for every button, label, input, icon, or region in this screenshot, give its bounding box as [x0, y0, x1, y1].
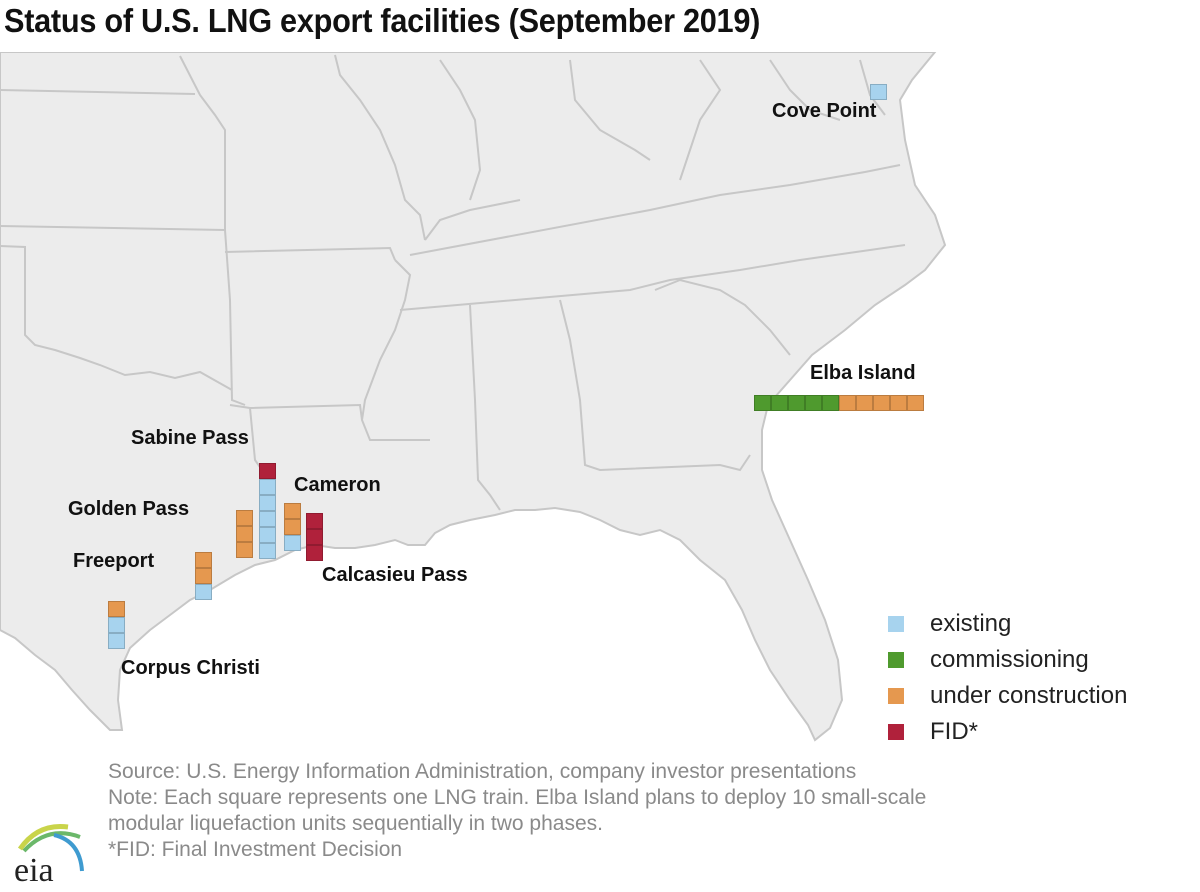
note-text-line2: modular liquefaction units sequentially …	[108, 812, 603, 835]
legend-swatch-under-construction	[888, 688, 904, 704]
note-text-line1: Note: Each square represents one LNG tra…	[108, 786, 927, 809]
train-square-under-construction	[284, 519, 301, 535]
legend-item-under-construction: under construction	[888, 678, 1127, 714]
train-square-under-construction	[873, 395, 890, 411]
eia-logo-swoosh-icon: eia	[14, 823, 84, 889]
legend-label: commissioning	[930, 646, 1089, 673]
facility-label-corpus-christi: Corpus Christi	[121, 657, 260, 679]
facility-label-calcasieu-pass: Calcasieu Pass	[322, 564, 468, 586]
train-square-existing	[259, 511, 276, 527]
train-square-under-construction	[236, 542, 253, 558]
train-square-existing	[259, 479, 276, 495]
facility-label-sabine-pass: Sabine Pass	[131, 427, 249, 449]
train-square-under-construction	[907, 395, 924, 411]
state-borders	[0, 54, 906, 511]
train-square-existing	[870, 84, 887, 100]
facility-label-cove-point: Cove Point	[772, 100, 877, 122]
train-square-under-construction	[195, 552, 212, 568]
legend-item-commissioning: commissioning	[888, 642, 1127, 678]
facility-label-freeport: Freeport	[73, 550, 155, 572]
train-square-existing	[259, 495, 276, 511]
source-text: Source: U.S. Energy Information Administ…	[108, 760, 857, 783]
train-square-under-construction	[236, 526, 253, 542]
train-square-fid	[306, 513, 323, 529]
eia-logo: eia	[8, 815, 88, 889]
train-square-under-construction	[195, 568, 212, 584]
source-notes: Source: U.S. Energy Information Administ…	[108, 759, 926, 863]
facility-cameron-trains	[284, 503, 301, 551]
train-square-under-construction	[856, 395, 873, 411]
train-square-existing	[195, 584, 212, 600]
legend-item-existing: existing	[888, 606, 1127, 642]
train-square-existing	[284, 535, 301, 551]
facility-cove-point-trains	[870, 84, 887, 100]
train-square-under-construction	[284, 503, 301, 519]
legend-swatch-fid	[888, 724, 904, 740]
train-square-under-construction	[890, 395, 907, 411]
legend-label: FID*	[930, 718, 978, 745]
facility-sabine-pass-trains	[259, 463, 276, 559]
train-square-fid	[259, 463, 276, 479]
facility-calcasieu-pass-trains	[306, 513, 323, 561]
legend-swatch-existing	[888, 616, 904, 632]
train-square-commissioning	[788, 395, 805, 411]
train-square-existing	[259, 527, 276, 543]
legend: existing commissioning under constructio…	[888, 606, 1127, 750]
us-southeast-map	[0, 52, 947, 742]
facility-corpus-christi-trains	[108, 601, 125, 649]
legend-swatch-commissioning	[888, 652, 904, 668]
train-square-under-construction	[108, 601, 125, 617]
facility-label-elba-island: Elba Island	[810, 362, 916, 384]
train-square-under-construction	[236, 510, 253, 526]
train-square-commissioning	[754, 395, 771, 411]
facility-elba-island-trains	[754, 395, 924, 411]
train-square-under-construction	[839, 395, 856, 411]
legend-label: under construction	[930, 682, 1128, 709]
eia-logo-text: eia	[14, 852, 54, 887]
chart-title: Status of U.S. LNG export facilities (Se…	[4, 2, 761, 39]
facility-golden-pass-trains	[236, 510, 253, 558]
footnote-text: *FID: Final Investment Decision	[108, 838, 403, 861]
train-square-commissioning	[771, 395, 788, 411]
land-mass	[0, 52, 947, 742]
train-square-commissioning	[822, 395, 839, 411]
legend-item-fid: FID*	[888, 714, 1127, 750]
facility-label-cameron: Cameron	[294, 474, 381, 496]
train-square-fid	[306, 529, 323, 545]
train-square-fid	[306, 545, 323, 561]
train-square-existing	[259, 543, 276, 559]
facility-freeport-trains	[195, 552, 212, 600]
facility-label-golden-pass: Golden Pass	[68, 498, 190, 520]
train-square-commissioning	[805, 395, 822, 411]
legend-label: existing	[930, 610, 1012, 637]
train-square-existing	[108, 617, 125, 633]
train-square-existing	[108, 633, 125, 649]
